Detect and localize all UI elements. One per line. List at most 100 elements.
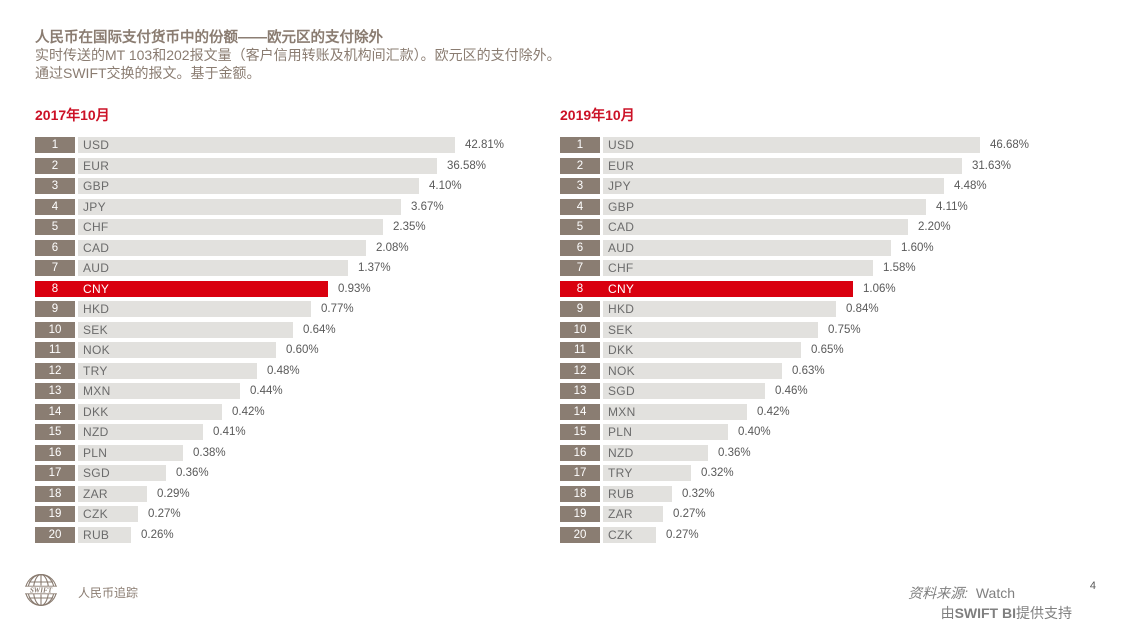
subtitle-line-2: 通过SWIFT交换的报文。基于金额。 [35,64,261,81]
rank-badge: 4 [560,198,600,215]
rank-bar-gap [75,198,78,215]
rank-badge: 9 [560,301,600,317]
rank-bar-gap [600,198,603,215]
currency-bar: SEK [603,321,818,338]
value-label: 4.11% [936,200,968,213]
currency-bar: SGD [603,383,765,399]
powered-bold: SWIFT BI [954,605,1016,621]
currency-code: CZK [608,527,633,542]
currency-code: CHF [83,220,109,234]
rank-bar-gap [75,383,78,399]
rank-bar-gap [600,465,603,481]
chart-row: 16 NZD 0.36% [560,444,1100,461]
rank-badge: 1 [560,137,600,153]
rank-bar-gap [600,444,603,461]
currency-bar: ZAR [78,485,147,502]
chart-row: 2 EUR 36.58% [35,157,575,174]
rank-badge: 3 [560,178,600,194]
currency-code: AUD [608,240,635,255]
currency-bar: CZK [603,526,656,543]
rank-bar-gap [600,403,603,420]
currency-code: CNY [83,281,110,296]
currency-bar: NOK [603,362,782,379]
currency-bar: GBP [78,178,419,194]
currency-code: MXN [83,384,111,398]
rank-badge: 13 [35,383,75,399]
rank-badge: 5 [35,219,75,235]
value-label: 1.58% [883,262,916,274]
value-label: 1.06% [863,282,896,295]
rank-badge: 12 [560,362,600,379]
chart-row: 4 GBP 4.11% [560,198,1100,215]
currency-bar: TRY [78,362,257,379]
chart-row: 13 SGD 0.46% [560,383,1100,399]
currency-code: RUB [608,486,635,501]
currency-code: PLN [608,425,633,439]
chart-row: 6 CAD 2.08% [35,239,575,256]
currency-bar: NZD [78,424,203,440]
currency-bar: USD [603,137,980,153]
value-label: 0.93% [338,282,371,295]
rank-badge: 8 [560,280,600,297]
rank-badge: 19 [560,506,600,522]
chart-row: 6 AUD 1.60% [560,239,1100,256]
currency-bar: DKK [78,403,222,420]
chart-row: 14 MXN 0.42% [560,403,1100,420]
chart-row: 8 CNY 1.06% [560,280,1100,297]
currency-code: GBP [608,199,635,214]
currency-code: NZD [608,445,634,460]
currency-bar: CHF [603,260,873,276]
currency-code: JPY [608,179,631,193]
rank-bar-gap [600,383,603,399]
value-label: 0.65% [811,344,844,356]
value-label: 4.48% [954,180,987,192]
currency-code: CHF [608,261,634,275]
rank-bar-gap [75,403,78,420]
currency-bar: CAD [603,219,908,235]
currency-bar: JPY [78,198,401,215]
currency-code: HKD [83,302,110,316]
chart-row: 5 CHF 2.35% [35,219,575,235]
value-label: 4.10% [429,180,462,192]
rank-bar-gap [600,239,603,256]
rank-bar-gap [600,157,603,174]
powered-suffix: 提供支持 [1016,605,1072,621]
value-label: 46.68% [990,139,1030,151]
value-label: 0.60% [286,344,319,356]
currency-bar: CAD [78,239,366,256]
value-label: 0.36% [718,446,751,459]
source-label: 资料来源: [908,585,969,601]
bar-chart-2019: 1 USD 46.68% 2 EUR 31.63% 3 JPY 4.48% 4 GBP 4.11% 5 C… [560,137,1100,547]
currency-code: DKK [83,404,109,419]
currency-code: CZK [83,507,108,521]
value-label: 0.46% [775,385,808,397]
currency-code: GBP [83,179,110,193]
rank-badge: 16 [560,444,600,461]
rank-bar-gap [75,342,78,358]
chart-row: 11 DKK 0.65% [560,342,1100,358]
chart-row: 13 MXN 0.44% [35,383,575,399]
chart-row: 17 TRY 0.32% [560,465,1100,481]
chart-row: 9 HKD 0.77% [35,301,575,317]
value-label: 0.42% [757,405,790,418]
rank-bar-gap [75,260,78,276]
currency-code: SEK [83,322,108,337]
chart-row: 1 USD 42.81% [35,137,575,153]
rank-badge: 13 [560,383,600,399]
value-label: 0.64% [303,323,336,336]
currency-bar: CNY [78,280,328,297]
footer-brand-label: 人民币追踪 [78,586,139,600]
rank-bar-gap [75,465,78,481]
rank-badge: 20 [35,526,75,543]
value-label: 0.26% [141,528,174,541]
chart-row: 7 AUD 1.37% [35,260,575,276]
rank-badge: 18 [35,485,75,502]
chart-row: 19 CZK 0.27% [35,506,575,522]
page-title: 人民币在国际支付货币中的份额——欧元区的支付除外 [35,30,383,46]
currency-bar: CHF [78,219,383,235]
rank-bar-gap [600,280,603,297]
rank-badge: 15 [560,424,600,440]
value-label: 0.40% [738,426,771,438]
rank-bar-gap [75,239,78,256]
